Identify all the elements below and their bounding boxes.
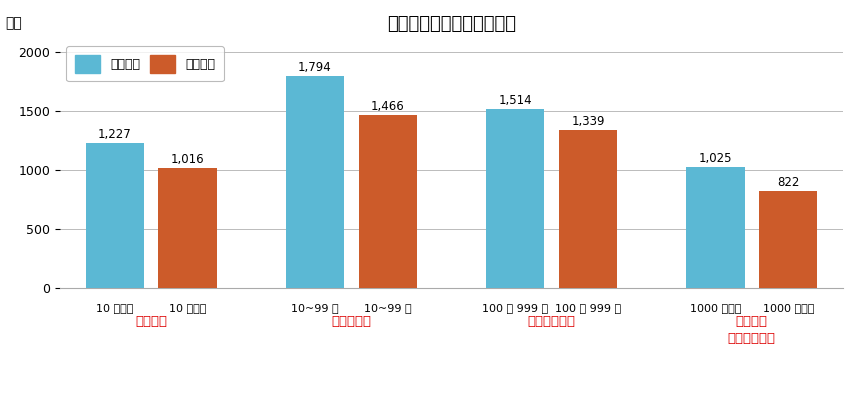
Text: 10~99 人: 10~99 人 [364, 303, 412, 313]
Text: 大学病院
国公立大病院: 大学病院 国公立大病院 [728, 315, 776, 345]
Bar [158, 168, 217, 288]
Legend: 男性医師, 女性医師: 男性医師, 女性医師 [66, 46, 224, 82]
Bar [286, 76, 344, 288]
Text: 1,227: 1,227 [98, 128, 132, 141]
Text: 1000 人以上: 1000 人以上 [690, 303, 741, 313]
Text: 1000 人以上: 1000 人以上 [763, 303, 814, 313]
Text: 1,794: 1,794 [298, 61, 332, 74]
Bar [359, 115, 417, 288]
Text: 10 人以上: 10 人以上 [96, 303, 133, 313]
Text: 1,339: 1,339 [571, 115, 605, 128]
Text: 100 〜 999 人: 100 〜 999 人 [482, 303, 549, 313]
Text: 10~99 人: 10~99 人 [292, 303, 339, 313]
Text: クリニック: クリニック [331, 315, 372, 328]
Text: 万円: 万円 [5, 16, 22, 30]
Text: 1,514: 1,514 [499, 94, 532, 107]
Text: 全体平均: 全体平均 [135, 315, 167, 328]
Text: 100 〜 999 人: 100 〜 999 人 [555, 303, 621, 313]
Bar [86, 143, 144, 288]
Text: 10 人以上: 10 人以上 [169, 303, 206, 313]
Text: 1,025: 1,025 [698, 152, 732, 165]
Bar [759, 191, 817, 288]
Text: 1,466: 1,466 [371, 100, 405, 113]
Bar [559, 130, 617, 288]
Title: 規模別・男女医師年間収入: 規模別・男女医師年間収入 [387, 15, 516, 33]
Text: 中小規模病院: 中小規模病院 [527, 315, 575, 328]
Text: 822: 822 [777, 176, 800, 189]
Text: 1,016: 1,016 [171, 153, 205, 166]
Bar [486, 109, 544, 288]
Bar [686, 167, 745, 288]
